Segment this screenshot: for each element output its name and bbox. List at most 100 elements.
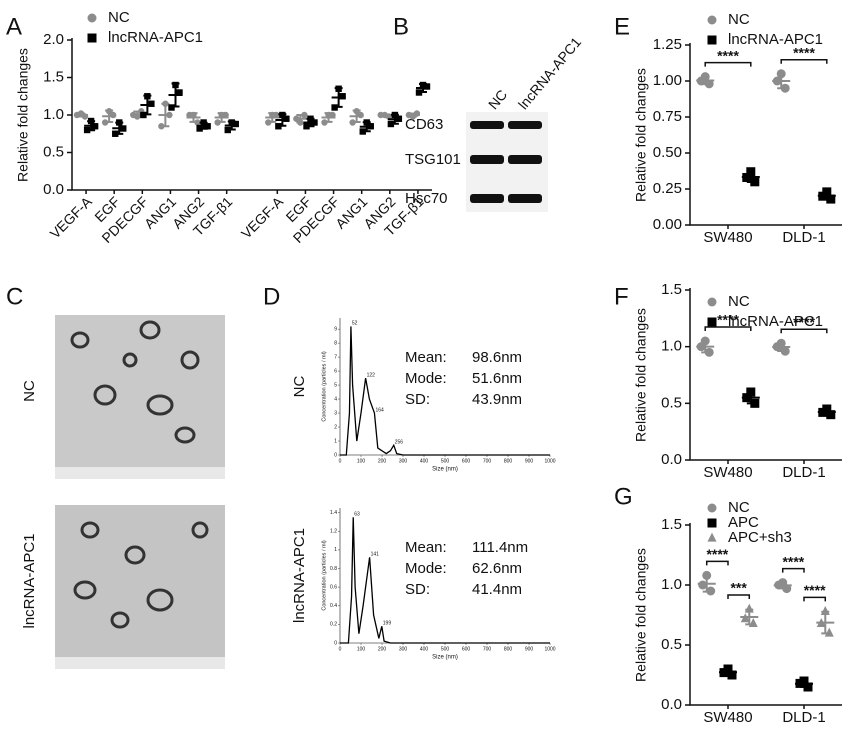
marker bbox=[750, 398, 760, 408]
x-tick-label: 100 bbox=[357, 458, 366, 464]
y-tick-label: 1.5 bbox=[43, 68, 64, 85]
x-tick-label: 400 bbox=[420, 458, 429, 464]
legend-label: NC bbox=[728, 499, 750, 516]
marker bbox=[707, 297, 717, 307]
legend-label: NC bbox=[728, 293, 750, 310]
x-tick-label: 0 bbox=[339, 458, 342, 464]
marker bbox=[148, 100, 155, 107]
x-tick-label: 1000 bbox=[544, 646, 555, 652]
significance-bracket bbox=[705, 560, 729, 566]
marker bbox=[176, 89, 183, 96]
marker bbox=[112, 130, 119, 137]
stat-value: 62.6nm bbox=[472, 560, 522, 577]
marker bbox=[704, 347, 714, 357]
x-tick-label: 1000 bbox=[544, 458, 555, 464]
marker bbox=[269, 111, 276, 119]
marker bbox=[776, 69, 786, 79]
panel-label: C bbox=[6, 283, 23, 310]
marker bbox=[166, 111, 173, 119]
significance-bracket bbox=[780, 328, 828, 334]
y-tick-label: 1.0 bbox=[661, 576, 682, 593]
marker bbox=[419, 81, 427, 89]
x-tick-label: 600 bbox=[462, 458, 471, 464]
x-tick-label: DLD-1 bbox=[782, 229, 825, 246]
y-tick-label: 1 bbox=[334, 547, 337, 553]
y-tick-label: 0.5 bbox=[43, 143, 64, 160]
stat-value: 111.4nm bbox=[472, 539, 528, 556]
x-tick-label: 300 bbox=[399, 458, 408, 464]
peak-label: 63 bbox=[354, 512, 360, 518]
size-distribution bbox=[340, 517, 550, 644]
y-tick-label: 0.0 bbox=[661, 696, 682, 713]
y-tick-label: 1.00 bbox=[653, 72, 682, 89]
marker bbox=[325, 111, 332, 119]
marker bbox=[301, 111, 308, 119]
marker bbox=[214, 119, 221, 126]
marker bbox=[700, 72, 710, 82]
peak-label: 164 bbox=[375, 407, 384, 413]
y-tick-label: 1.5 bbox=[661, 281, 682, 298]
significance-label: **** bbox=[804, 582, 826, 598]
y-tick-label: 0.6 bbox=[330, 584, 337, 590]
marker bbox=[820, 606, 830, 615]
x-tick-label: VEGF-A bbox=[238, 193, 287, 242]
blot-row-label: Hsc70 bbox=[405, 190, 448, 207]
legend-label: APC+sh3 bbox=[728, 529, 792, 546]
y-tick-label: 1.0 bbox=[661, 338, 682, 355]
panel-label: E bbox=[614, 13, 630, 40]
band bbox=[470, 194, 504, 203]
peak-label: 52 bbox=[352, 321, 358, 327]
y-tick-label: 8 bbox=[334, 340, 337, 346]
marker bbox=[723, 664, 733, 674]
marker bbox=[279, 111, 286, 119]
marker bbox=[303, 123, 310, 130]
x-tick-label: 300 bbox=[399, 646, 408, 652]
stat-value: 98.6nm bbox=[472, 349, 522, 366]
legend-label: lncRNA-APC1 bbox=[728, 313, 823, 330]
tem-row-label: lncRNA-APC1 bbox=[21, 533, 38, 628]
y-tick-label: 1.5 bbox=[661, 516, 682, 533]
y-tick-label: 0.2 bbox=[330, 622, 337, 628]
marker bbox=[707, 532, 717, 542]
marker bbox=[776, 338, 786, 348]
y-tick-label: 0.75 bbox=[653, 108, 682, 125]
x-tick-label: 700 bbox=[483, 646, 492, 652]
x-tick-label: 800 bbox=[504, 458, 513, 464]
x-tick-label: 500 bbox=[441, 458, 450, 464]
x-tick-label: SW480 bbox=[703, 709, 752, 726]
marker bbox=[109, 111, 117, 119]
x-tick-label: 600 bbox=[462, 646, 471, 652]
marker bbox=[826, 410, 836, 420]
band bbox=[508, 194, 542, 203]
marker bbox=[275, 123, 282, 130]
x-tick-label: 0 bbox=[339, 646, 342, 652]
marker bbox=[224, 126, 231, 134]
significance-label: *** bbox=[730, 580, 747, 596]
panel-label: A bbox=[6, 13, 22, 40]
marker bbox=[359, 128, 366, 135]
marker bbox=[707, 518, 717, 528]
peak-label: 256 bbox=[395, 440, 404, 446]
significance-bracket bbox=[780, 59, 828, 64]
marker bbox=[780, 83, 790, 93]
significance-label: **** bbox=[782, 553, 804, 569]
significance-label: **** bbox=[717, 47, 739, 63]
significance-label: **** bbox=[706, 546, 728, 562]
y-tick-label: 0.50 bbox=[653, 144, 682, 161]
marker bbox=[190, 111, 197, 119]
y-tick-label: 2 bbox=[334, 424, 337, 430]
marker bbox=[265, 119, 272, 126]
stat-value: 51.6nm bbox=[472, 370, 522, 387]
marker bbox=[363, 119, 370, 126]
side-label: NC bbox=[291, 376, 308, 398]
blot-column-label: NC bbox=[485, 87, 510, 113]
marker bbox=[707, 15, 717, 25]
y-axis-label: Relative fold changes bbox=[633, 68, 649, 202]
marker bbox=[822, 404, 832, 414]
marker bbox=[307, 115, 314, 122]
y-tick-label: 4 bbox=[334, 396, 337, 402]
marker bbox=[826, 194, 836, 204]
y-tick-label: 0 bbox=[334, 452, 337, 458]
marker bbox=[196, 125, 203, 132]
marker bbox=[367, 123, 374, 130]
